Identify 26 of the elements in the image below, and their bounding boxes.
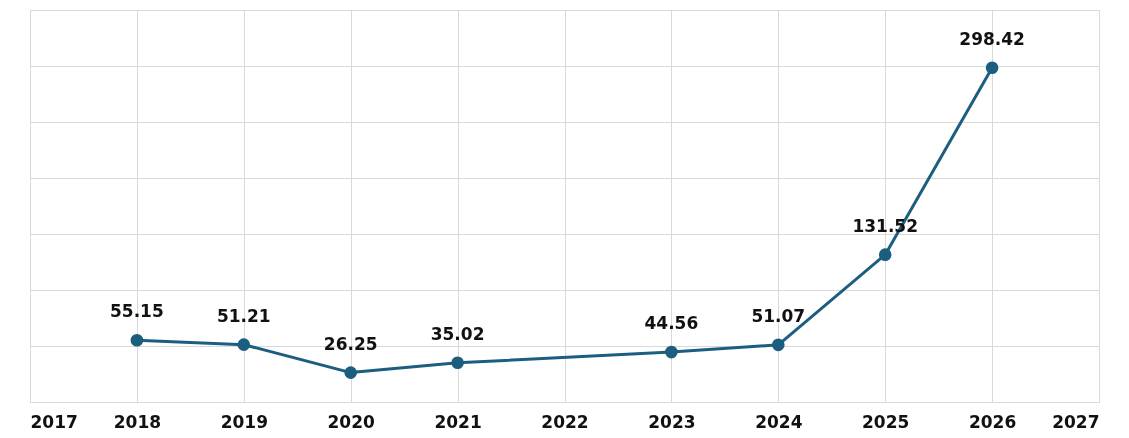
data-label: 55.15	[110, 301, 164, 322]
data-label: 35.02	[430, 323, 485, 344]
data-label: 51.21	[216, 305, 271, 326]
x-tick-label: 2017	[30, 411, 78, 432]
point	[985, 61, 999, 75]
data-label: 44.56	[644, 313, 699, 334]
point	[344, 366, 358, 379]
x-tick-label: 2020	[327, 411, 376, 432]
data-label: 51.07	[751, 305, 806, 326]
x-tick-label: 2024	[755, 411, 803, 432]
x-tick-label: 2019	[220, 411, 268, 432]
x-tick-label: 2025	[862, 411, 910, 432]
x-tick-label: 2021	[434, 411, 482, 432]
point	[130, 333, 144, 347]
x-tick-label: 2026	[968, 411, 1017, 432]
x-tick-label: 2018	[113, 411, 162, 432]
x-tick-label: 2027	[1052, 411, 1100, 432]
point	[451, 356, 464, 370]
data-label: 298.42	[959, 28, 1025, 49]
x-tick-label: 2022	[541, 411, 589, 432]
x-tick-label: 2023	[648, 411, 696, 432]
point	[771, 338, 785, 352]
point	[237, 338, 251, 351]
point	[665, 345, 678, 359]
point	[878, 248, 892, 262]
data-label: 26.25	[323, 333, 378, 354]
